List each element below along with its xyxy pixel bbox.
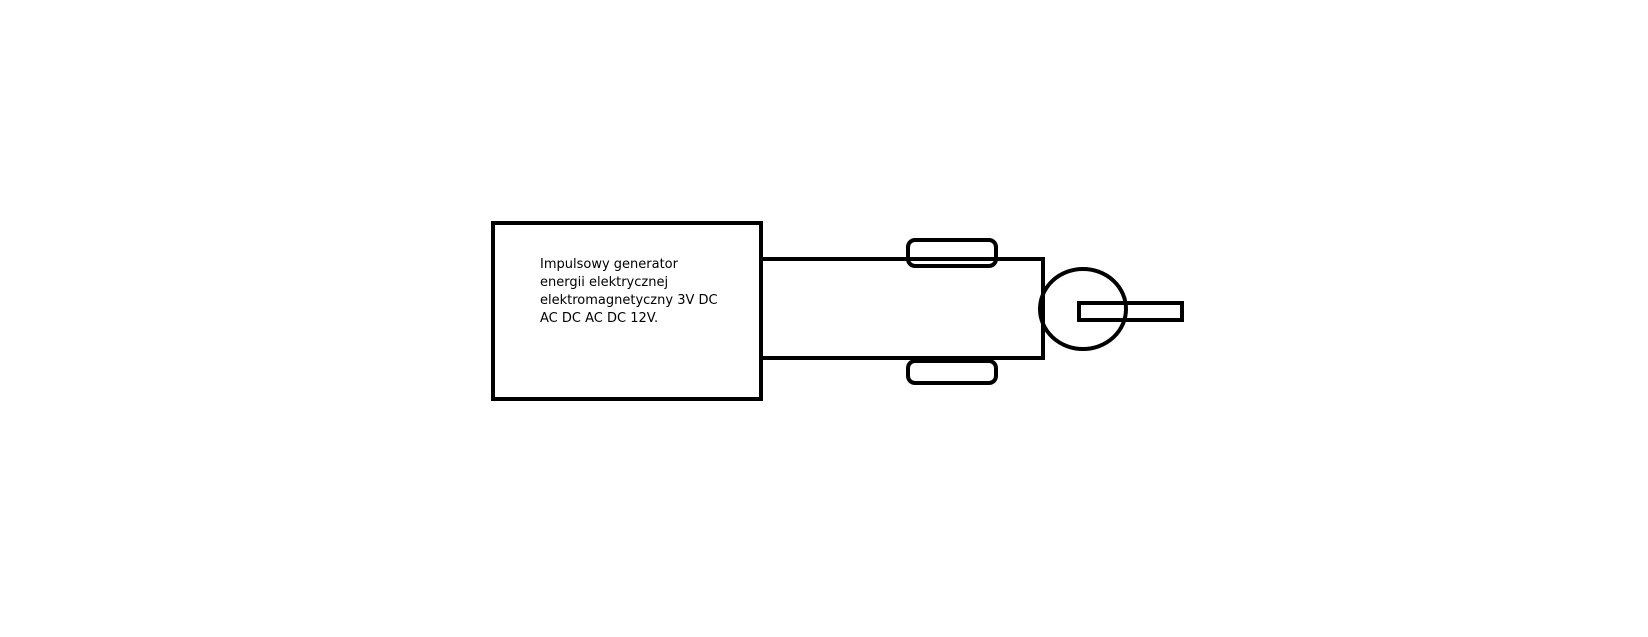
generator-label-line-3: elektromagnetyczny 3V DC [540, 293, 718, 308]
generator-label-line-2: energii elektrycznej [540, 275, 669, 290]
top-clamp [906, 238, 998, 268]
shaft-housing [759, 257, 1045, 360]
generator-label: Impulsowy generator energii elektrycznej… [540, 256, 740, 328]
bottom-clamp [906, 359, 998, 385]
generator-label-line-4: AC DC AC DC 12V. [540, 311, 659, 326]
output-bar [1077, 301, 1184, 322]
rotor-circle [1038, 267, 1128, 351]
generator-label-line-1: Impulsowy generator [540, 257, 678, 272]
